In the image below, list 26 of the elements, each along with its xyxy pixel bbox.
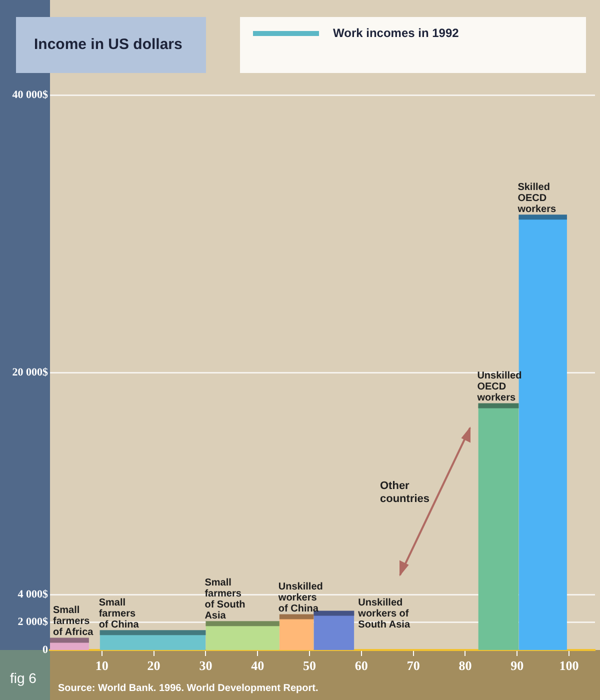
- y-axis-title: Income in US dollars: [16, 17, 206, 73]
- legend-title: Work incomes in 1992: [333, 26, 459, 40]
- x-tick-label: 60: [354, 658, 368, 674]
- y-tick-label: 40 000$: [12, 88, 48, 101]
- y-tick-label: 20 000$: [12, 366, 48, 378]
- x-tick-label: 80: [458, 658, 472, 674]
- x-tick-label: 20: [147, 658, 160, 674]
- caption: fig 6: [10, 670, 36, 686]
- source-note: Source: World Bank. 1996. World Development Report.: [58, 683, 318, 694]
- x-tick-label: 100: [559, 658, 579, 674]
- series-label: Unskilled workers of South Asia: [357, 597, 410, 630]
- series-label: Small farmers of South Asia: [204, 577, 246, 622]
- series-label: Small farmers of China: [98, 597, 140, 630]
- series-label: Small farmers of Africa: [53, 605, 94, 638]
- y-tick-label: 0: [42, 644, 48, 656]
- annotation: Other countries: [380, 480, 431, 506]
- x-tick-label: 90: [510, 658, 524, 674]
- x-tick-label: 10: [95, 658, 108, 674]
- x-tick-label: 40: [251, 658, 264, 674]
- x-tick-label: 30: [199, 658, 212, 674]
- y-tick-label: 4 000$: [18, 588, 48, 600]
- y-tick-label: 2 000$: [18, 616, 48, 628]
- x-tick-label: 70: [406, 658, 420, 674]
- series-label: Unskilled workers of China: [277, 581, 323, 614]
- series-label: Skilled OECD workers: [516, 182, 556, 215]
- x-tick-label: 50: [303, 658, 316, 674]
